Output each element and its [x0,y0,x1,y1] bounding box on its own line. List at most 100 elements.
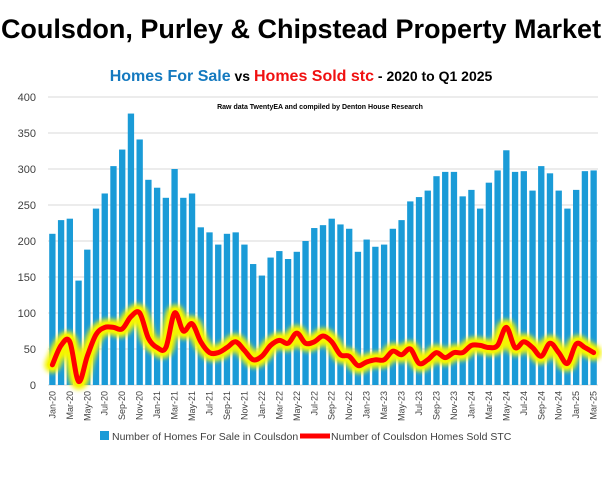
bar-homes-for-sale [171,169,178,385]
bar-homes-for-sale [581,171,589,385]
x-tick-label: Sep-22 [327,391,337,420]
bar-homes-for-sale [127,113,135,385]
sold-line-homes-sold-stc [49,309,597,384]
subtitle-for-sale: Homes For Sale [109,68,231,85]
bar-homes-for-sale [546,173,554,385]
bar-homes-for-sale [302,241,309,385]
x-tick-label: Jan-21 [152,391,162,419]
bar-homes-for-sale [197,227,204,385]
bar-homes-for-sale [284,259,292,385]
bar-homes-for-sale [337,224,344,385]
bar-homes-for-sale [110,166,117,385]
x-tick-label: Jul-24 [519,391,529,416]
x-tick-label: Sep-21 [222,391,232,420]
bar-homes-for-sale [119,149,126,385]
y-tick-label: 150 [18,272,36,284]
x-tick-label: Mar-20 [65,391,75,420]
bar-homes-for-sale [49,233,56,385]
x-tick-label: Jul-23 [414,391,424,416]
bar-homes-for-sale [415,197,423,385]
x-tick-label: Sep-24 [536,391,546,420]
bar-homes-for-sale [136,139,143,385]
x-tick-label: Nov-21 [239,391,249,420]
bar-homes-for-sale [276,251,283,385]
bar-homes-for-sale [258,275,266,385]
bar-homes-for-sale [101,193,108,385]
chart-title: Coulsdon, Purley & Chipstead Property Ma… [0,14,602,44]
bar-homes-for-sale [75,280,82,385]
bar-homes-for-sale [215,244,222,385]
x-tick-label: May-21 [187,391,197,421]
y-tick-label: 0 [30,380,36,392]
y-tick-label: 350 [18,128,36,140]
x-tick-label: Jan-24 [466,391,476,419]
legend-homes-for-sale: Number of Homes For Sale in Coulsdon [112,431,298,443]
legend-bar-swatch [100,431,109,440]
source-note: Raw data TwentyEA and compiled by Denton… [217,104,423,111]
x-tick-label: May-20 [82,391,92,421]
x-tick-label: Mar-22 [274,391,284,420]
bar-homes-for-sale [319,225,327,385]
subtitle-range: - 2020 to Q1 2025 [374,68,493,84]
bar-homes-for-sale [153,187,161,385]
x-tick-label: Nov-22 [344,391,354,420]
bar-homes-for-sale [354,251,362,385]
bar-homes-for-sale [162,197,170,385]
x-tick-label: Mar-25 [589,391,599,420]
bar-homes-for-sale [459,196,466,385]
bar-homes-for-sale [92,208,100,385]
bar-homes-for-sale [590,170,597,385]
bar-homes-for-sale [380,244,388,385]
bar-homes-for-sale [328,218,335,385]
x-tick-label: Jan-20 [47,391,57,419]
x-tick-label: Nov-23 [449,391,459,420]
x-tick-label: Jul-22 [309,391,319,416]
x-tick-label: Jan-23 [362,391,372,419]
bar-homes-for-sale [206,232,213,385]
x-tick-label: Sep-20 [117,391,127,420]
subtitle-sold: Homes Sold stc [253,68,375,85]
bar-homes-for-sale [442,171,449,385]
bar-homes-for-sale [188,193,196,385]
y-tick-label: 50 [24,344,36,356]
x-tick-label: Sep-23 [431,391,441,420]
bar-homes-for-sale [372,246,379,385]
chart-subtitle: Homes For Sale vs Homes Sold stc - 2020 … [0,68,602,86]
y-tick-label: 400 [18,92,36,104]
bar-homes-for-sale [450,171,458,385]
bar-homes-for-sale [407,201,414,385]
bar-homes-for-sale [267,257,274,385]
x-tick-label: Mar-21 [170,391,180,420]
bar-homes-for-sale [311,228,318,385]
x-tick-label: May-22 [292,391,302,421]
bar-homes-for-sale [529,190,536,385]
bar-homes-for-sale [363,239,370,385]
bar-homes-for-sale [145,179,152,385]
x-tick-label: Jul-20 [100,391,110,416]
x-tick-label: Mar-24 [484,391,494,420]
bar-homes-for-sale [57,220,65,385]
bar-homes-for-sale [511,171,519,385]
bar-homes-for-sale [424,190,431,385]
bar-homes-for-sale [485,182,493,385]
x-tick-label: Jan-25 [571,391,581,419]
bar-homes-for-sale [346,228,353,385]
bar-homes-for-sale [573,189,580,385]
bar-homes-for-sale [232,232,239,385]
x-tick-label: May-24 [501,391,511,421]
bar-homes-for-sale [564,208,571,385]
bar-homes-for-sale [389,228,397,385]
bar-homes-for-sale [249,264,257,385]
x-tick-label: May-23 [397,391,407,421]
y-tick-label: 300 [18,164,36,176]
bar-homes-for-sale [293,251,300,385]
bar-homes-for-sale [433,176,440,385]
y-tick-label: 250 [18,200,36,212]
bar-homes-for-sale [398,220,405,385]
bar-homes-for-sale [84,249,91,385]
bar-homes-for-sale [555,190,562,385]
bar-homes-for-sale [180,197,187,385]
bar-homes-for-sale [520,171,527,385]
bar-homes-for-sale [241,244,248,385]
